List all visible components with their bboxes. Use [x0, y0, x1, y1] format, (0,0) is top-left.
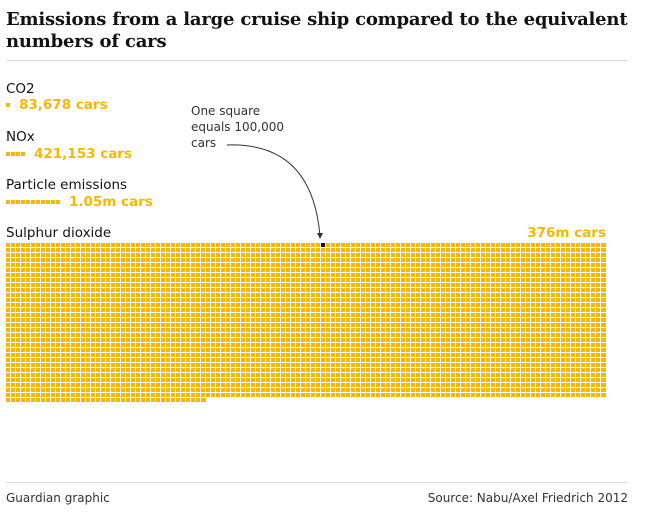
- chart-title: Emissions from a large cruise ship compa…: [6, 9, 628, 52]
- square-nox: [11, 152, 15, 156]
- footer-source: Source: Nabu/Axel Friedrich 2012: [427, 491, 628, 505]
- square-particle-emissions: [46, 200, 50, 204]
- footer-credit: Guardian graphic: [6, 491, 110, 505]
- square-particle-emissions: [36, 200, 40, 204]
- square-nox: [16, 152, 20, 156]
- annotation-text: One square equals 100,000 cars: [191, 104, 284, 150]
- square-particle-emissions: [41, 200, 45, 204]
- square-particle-emissions: [31, 200, 35, 204]
- square-nox: [21, 152, 25, 156]
- series-label-particle-emissions: Particle emissions: [6, 177, 127, 193]
- square-particle-emissions: [21, 200, 25, 204]
- square-particle-emissions: [11, 200, 15, 204]
- value-label-sulphur-dioxide: 376m cars: [527, 225, 606, 241]
- annotation-arrow-head: [317, 233, 323, 239]
- square-particle-emissions: [56, 200, 60, 204]
- value-label-co2: 83,678 cars: [19, 97, 108, 113]
- square-particle-emissions: [51, 200, 55, 204]
- footer-divider: [6, 482, 628, 483]
- annotation-arrow: [226, 144, 321, 237]
- square-co2: [6, 103, 10, 107]
- series-label-co2: CO2: [6, 81, 35, 97]
- series-label-nox: NOx: [6, 129, 35, 145]
- square-nox: [6, 152, 10, 156]
- value-label-particle-emissions: 1.05m cars: [69, 194, 153, 210]
- square-particle-emissions: [6, 200, 10, 204]
- series-label-sulphur-dioxide: Sulphur dioxide: [6, 225, 111, 241]
- highlighted-square: [321, 243, 325, 247]
- square-particle-emissions: [16, 200, 20, 204]
- square-particle-emissions: [26, 200, 30, 204]
- title-divider: [6, 60, 628, 61]
- value-label-nox: 421,153 cars: [34, 146, 132, 162]
